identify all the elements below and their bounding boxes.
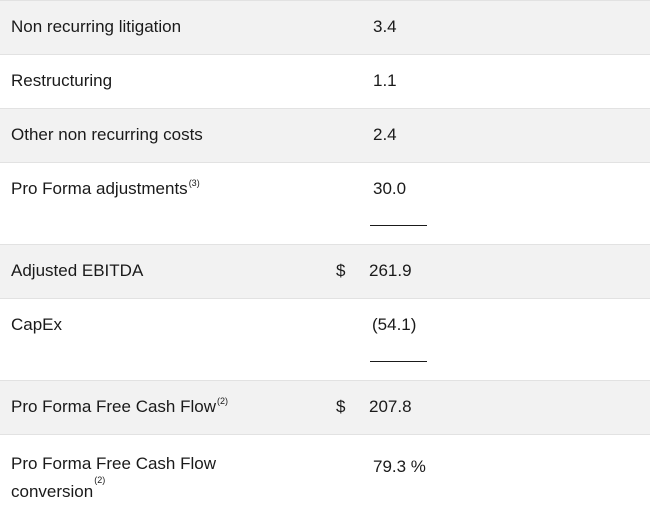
table-row: Restructuring 1.1 [0, 55, 650, 109]
row-label: Other non recurring costs [11, 125, 203, 144]
row-value: 261.9 [369, 261, 412, 280]
footnote-marker: (2) [217, 396, 228, 406]
row-value: 3.4 [373, 17, 397, 36]
subtotal-underline [370, 225, 427, 226]
table-row: Pro Forma Free Cash Flow conversion(2) 7… [0, 435, 650, 501]
row-value: (54.1) [372, 315, 417, 334]
table-row: Other non recurring costs 2.4 [0, 109, 650, 163]
row-label-line1: Pro Forma Free Cash Flow [11, 454, 216, 473]
table-row: Pro Forma Free Cash Flow(2) $ 207.8 [0, 381, 650, 435]
row-label: CapEx [11, 315, 63, 334]
footnote-marker: (2) [94, 475, 106, 485]
row-label-container: Pro Forma Free Cash Flow conversion(2) [11, 450, 241, 508]
row-label: Non recurring litigation [11, 17, 182, 36]
currency-symbol: $ [336, 261, 346, 280]
row-label-container: Pro Forma adjustments(3) [11, 178, 200, 200]
row-label: Pro Forma Free Cash Flow [11, 397, 216, 416]
table-row: CapEx (54.1) [0, 299, 650, 381]
row-label: Adjusted EBITDA [11, 261, 144, 280]
row-label-line2: conversion [11, 482, 94, 501]
table-row: Adjusted EBITDA $ 261.9 [0, 245, 650, 299]
row-label-container: Pro Forma Free Cash Flow(2) [11, 396, 228, 418]
table-row: Pro Forma adjustments(3) 30.0 [0, 163, 650, 245]
subtotal-underline [370, 361, 427, 362]
row-value: 1.1 [373, 71, 397, 90]
table-row: Non recurring litigation 3.4 [0, 1, 650, 55]
footnote-marker: (3) [188, 178, 200, 188]
row-label: Pro Forma adjustments [11, 179, 188, 198]
currency-symbol: $ [336, 397, 346, 416]
row-value: 207.8 [369, 397, 412, 416]
row-value: 2.4 [373, 125, 397, 144]
row-label: Restructuring [11, 71, 113, 90]
row-value: 79.3 % [373, 457, 426, 476]
row-value: 30.0 [373, 179, 407, 198]
